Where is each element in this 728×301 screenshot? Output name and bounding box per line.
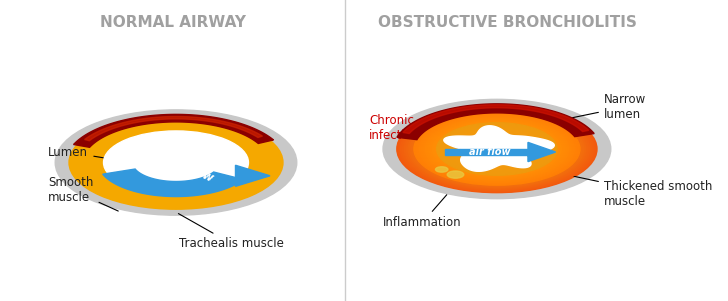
Circle shape	[416, 113, 578, 184]
Circle shape	[397, 105, 597, 193]
Circle shape	[400, 107, 593, 191]
Circle shape	[383, 99, 611, 199]
Text: Smooth
muscle: Smooth muscle	[48, 175, 118, 211]
Text: Inflammation: Inflammation	[383, 195, 462, 229]
Circle shape	[440, 124, 553, 174]
Text: Thickened smooth
muscle: Thickened smooth muscle	[569, 175, 712, 208]
Circle shape	[452, 129, 542, 169]
Circle shape	[103, 131, 248, 194]
Polygon shape	[397, 104, 594, 140]
Text: Narrow
lumen: Narrow lumen	[555, 93, 646, 121]
Text: OBSTRUCTIVE BRONCHIOLITIS: OBSTRUCTIVE BRONCHIOLITIS	[378, 15, 637, 30]
Circle shape	[427, 119, 566, 179]
Text: Lumen: Lumen	[48, 145, 111, 159]
Polygon shape	[445, 149, 528, 155]
Text: Trachealis muscle: Trachealis muscle	[178, 214, 285, 250]
Circle shape	[447, 171, 464, 178]
Circle shape	[425, 118, 569, 180]
Circle shape	[429, 119, 565, 178]
Polygon shape	[74, 114, 274, 147]
Circle shape	[435, 122, 559, 176]
Circle shape	[443, 125, 551, 173]
Text: Chronic
infection: Chronic infection	[369, 114, 453, 142]
Text: NORMAL AIRWAY: NORMAL AIRWAY	[100, 15, 245, 30]
Circle shape	[444, 126, 550, 172]
Circle shape	[437, 123, 557, 175]
Circle shape	[419, 115, 574, 183]
Circle shape	[399, 106, 595, 192]
Circle shape	[424, 117, 571, 181]
Circle shape	[408, 110, 585, 188]
Polygon shape	[403, 105, 589, 134]
Circle shape	[412, 112, 582, 186]
Circle shape	[438, 124, 555, 175]
Circle shape	[433, 121, 561, 177]
Polygon shape	[84, 116, 263, 141]
Circle shape	[446, 127, 547, 171]
Polygon shape	[444, 126, 554, 171]
Text: air flow: air flow	[470, 147, 511, 157]
Circle shape	[406, 110, 587, 188]
Circle shape	[431, 120, 563, 178]
Circle shape	[422, 116, 572, 182]
Circle shape	[55, 110, 297, 215]
Circle shape	[414, 113, 580, 185]
Circle shape	[418, 114, 576, 184]
Circle shape	[410, 111, 584, 187]
Circle shape	[405, 109, 590, 189]
Circle shape	[450, 129, 544, 169]
Polygon shape	[103, 169, 244, 197]
Circle shape	[403, 108, 591, 190]
Text: air flow: air flow	[165, 152, 215, 185]
Circle shape	[69, 116, 283, 209]
Polygon shape	[528, 142, 555, 162]
Circle shape	[448, 128, 546, 170]
Polygon shape	[235, 165, 270, 186]
Circle shape	[435, 167, 448, 172]
